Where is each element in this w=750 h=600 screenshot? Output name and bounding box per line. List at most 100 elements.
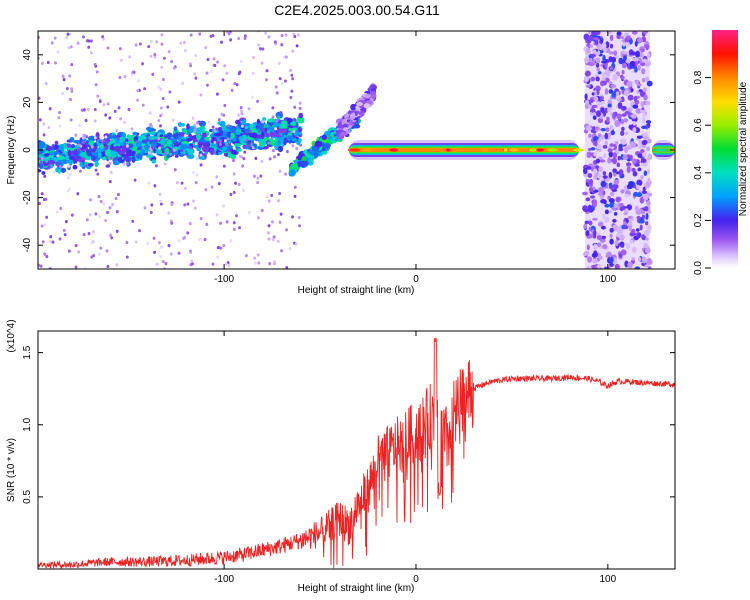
spectrogram-cell-2672	[626, 41, 631, 48]
spectrogram-cell-1592	[68, 97, 72, 102]
spectrogram-cell-2636	[626, 166, 631, 174]
spectrogram-cell-2483	[646, 80, 653, 87]
spectrogram-cell-1593	[195, 173, 199, 177]
spectrogram-cell-2855	[602, 54, 606, 62]
spectrogram-cell-2693	[637, 65, 641, 71]
spectrogram-cell-1266	[98, 214, 101, 219]
spectrogram-cell-2424	[597, 71, 602, 75]
spectrogram-cell-2634	[609, 34, 614, 42]
spectrogram-cell-1378	[68, 172, 72, 176]
spectrogram-cell-997	[141, 139, 147, 144]
spectrogram-cell-1342	[89, 51, 93, 55]
spectrogram-cell-2876	[610, 84, 617, 89]
spectrogram-cell-1373	[74, 265, 78, 269]
spectrogram-cell-1222	[177, 251, 181, 255]
spectrogram-cell-1212	[194, 180, 198, 185]
spectrogram-cell-1139	[161, 77, 165, 82]
spectrogram-cell-1467	[243, 36, 247, 41]
spectrogram-cell-1597	[67, 46, 71, 50]
spectrogram-cell-1052	[192, 137, 198, 143]
spectrogram-cell-1022	[131, 146, 138, 151]
spectrogram-cell-2521	[605, 254, 610, 258]
spectrogram-cell-2710	[615, 196, 621, 203]
spectrogram-cell-932	[131, 156, 136, 163]
spectrogram-cell-2750	[596, 235, 603, 241]
spectrogram-cell-1459	[274, 85, 278, 89]
spectrogram-cell-1535	[256, 99, 260, 103]
spectrogram-cell-1541	[232, 172, 236, 176]
spectrogram-cell-1542	[195, 157, 199, 161]
spectrogram-cell-1135	[45, 254, 49, 259]
spectrogram-cell-2785	[618, 169, 624, 176]
spectrogram-cell-1025	[73, 149, 78, 157]
spectrogram-cell-1058	[250, 132, 258, 139]
spectrogram-cell-2887	[631, 167, 636, 173]
spectrogram-cell-1306	[123, 120, 126, 124]
spectrogram-cell-2850	[613, 179, 620, 185]
spectrogram-cell-1205	[105, 249, 109, 253]
spectrogram-cell-2454	[617, 155, 621, 161]
spectrogram-cell-1112	[278, 191, 281, 196]
spectrogram-cell-2883	[645, 237, 649, 241]
spectrogram-cell-1086	[150, 141, 157, 148]
spectrogram-cell-2231	[343, 127, 349, 132]
spectrogram-cell-2852	[620, 249, 627, 256]
spectrogram-cell-2752	[586, 166, 592, 170]
spectrogram-cell-1158	[135, 140, 139, 144]
spectrogram-cell-1284	[41, 61, 44, 66]
spectrogram-cell-1393	[240, 109, 243, 113]
spectrogram-cell-1048	[234, 143, 242, 147]
spectrogram-cell-1296	[68, 32, 72, 37]
spectrogram-cell-1097	[119, 136, 126, 143]
spectrogram-cell-1502	[280, 43, 284, 47]
spectrogram-y-tick-label-4: 40	[22, 49, 33, 61]
spectrogram-cell-2212	[338, 133, 343, 140]
spectrogram-cell-1358	[86, 107, 90, 111]
spectrogram-cell-553	[108, 135, 114, 139]
spectrogram-cell-1523	[284, 33, 288, 37]
spectrogram-cell-2820	[588, 226, 592, 232]
spectrogram-cell-2916	[613, 203, 619, 209]
spectrogram-cell-1390	[128, 55, 132, 59]
spectrogram-cell-2736	[645, 100, 651, 106]
spectrogram-cell-2861	[646, 52, 651, 58]
spectrogram-cell-2944	[609, 238, 614, 245]
spectrogram-cell-2838	[635, 228, 640, 232]
spectrogram-cell-1107	[87, 232, 91, 236]
spectrogram-cell-746	[83, 161, 90, 165]
spectrogram-cell-866	[88, 140, 95, 146]
spectrogram-cell-1241	[116, 136, 120, 140]
spectrogram-cell-1309	[87, 45, 91, 49]
spectrogram-cell-1368	[104, 135, 108, 139]
spectrogram-cell-1503	[205, 222, 209, 226]
spectrogram-cell-1210	[155, 262, 159, 266]
spectrogram-cell-1321	[160, 106, 163, 110]
spectrogram-cell-1305	[44, 197, 48, 201]
spectrogram-cell-1213	[83, 108, 86, 112]
spectrogram-cell-2807	[643, 44, 650, 49]
spectrogram-cell-2744	[626, 243, 630, 250]
spectrogram-cell-1320	[193, 126, 197, 130]
spectrogram-cell-1145	[90, 145, 94, 149]
spectrogram-cell-2959	[593, 37, 599, 41]
spectrogram-cell-2788	[630, 101, 635, 106]
spectrogram-cell-1569	[267, 35, 271, 39]
spectrogram-cell-952	[44, 150, 50, 155]
spectrogram-cell-957	[53, 145, 60, 150]
spectrogram-cell-1470	[99, 199, 103, 204]
spectrogram-cell-1474	[182, 236, 185, 240]
spectrogram-cell-1065	[221, 146, 227, 152]
spectrogram-cell-2896	[629, 141, 636, 149]
spectrogram-cell-1375	[270, 193, 274, 198]
spectrogram-cell-1339	[244, 254, 248, 258]
spectrogram-cell-1421	[284, 55, 288, 59]
spectrogram-cell-2925	[589, 178, 593, 184]
spectrogram-cell-2863	[632, 104, 639, 109]
spectrogram-cell-1214	[275, 119, 279, 123]
spectrogram-cell-1512	[114, 196, 118, 201]
spectrogram-cell-1353	[225, 71, 229, 75]
spectrogram-cell-2689	[629, 154, 633, 161]
spectrogram-cell-1164	[40, 157, 44, 161]
spectrogram-cell-1340	[65, 36, 69, 40]
spectrogram-cell-251	[126, 134, 131, 140]
